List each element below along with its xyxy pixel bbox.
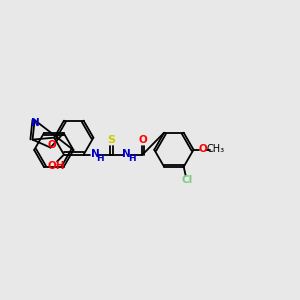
Text: N: N <box>122 149 131 159</box>
Text: O: O <box>47 140 56 150</box>
Text: N: N <box>91 149 100 159</box>
Text: S: S <box>107 135 115 145</box>
Text: CH₃: CH₃ <box>206 144 224 154</box>
Text: O: O <box>199 144 208 154</box>
Text: Cl: Cl <box>181 176 192 185</box>
Text: OH: OH <box>47 161 65 171</box>
Text: H: H <box>97 154 104 163</box>
Text: H: H <box>128 154 136 163</box>
Text: N: N <box>31 118 40 128</box>
Text: O: O <box>138 135 147 145</box>
